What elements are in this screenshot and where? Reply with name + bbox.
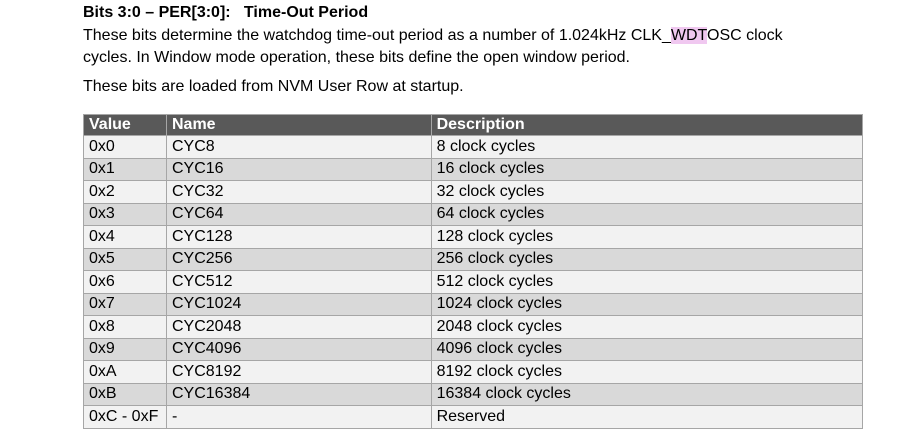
table-cell: Reserved: [430, 405, 864, 429]
table-row: 0x0 CYC8 8 clock cycles: [83, 135, 864, 159]
table-row: 0xA CYC8192 8192 clock cycles: [83, 360, 864, 384]
table-row: 0x7 CYC1024 1024 clock cycles: [83, 292, 864, 316]
table-cell: CYC16384: [165, 382, 432, 406]
table-cell: 0xC - 0xF: [83, 405, 167, 429]
table-cell: 64 clock cycles: [430, 202, 864, 226]
table-row: 0xC - 0xF - Reserved: [83, 405, 864, 429]
table-row: 0x8 CYC2048 2048 clock cycles: [83, 315, 864, 339]
text: OSC clock cycles. In Window mode operati…: [83, 27, 783, 66]
highlighted-text: WDT: [670, 27, 708, 44]
table-cell: 0x2: [83, 180, 167, 204]
table-cell: CYC128: [165, 225, 432, 249]
section-heading: Bits 3:0 – PER[3:0]: Time-Out Period: [83, 4, 369, 21]
header-cell: Value: [83, 114, 167, 136]
table-cell: 0x7: [83, 292, 167, 316]
table-row: 0x9 CYC4096 4096 clock cycles: [83, 337, 864, 361]
table-cell: 512 clock cycles: [430, 270, 864, 294]
table-cell: CYC512: [165, 270, 432, 294]
table-cell: 0x9: [83, 337, 167, 361]
table-cell: 128 clock cycles: [430, 225, 864, 249]
table-cell: 0x1: [83, 157, 167, 181]
table-cell: -: [165, 405, 432, 429]
table-cell: 2048 clock cycles: [430, 315, 864, 339]
table-cell: 1024 clock cycles: [430, 292, 864, 316]
table-cell: CYC4096: [165, 337, 432, 361]
table-cell: CYC64: [165, 202, 432, 226]
header-cell: Name: [165, 114, 432, 136]
table-cell: 0x0: [83, 135, 167, 159]
table-cell: CYC1024: [165, 292, 432, 316]
value-table: Value Name Description 0x0 CYC8 8 clock cycl…: [83, 114, 864, 429]
table-row: 0x2 CYC32 32 clock cycles: [83, 180, 864, 204]
table-row: 0xB CYC16384 16384 clock cycles: [83, 382, 864, 406]
table-cell: 0x5: [83, 247, 167, 271]
table-cell: CYC8: [165, 135, 432, 159]
table-cell: 256 clock cycles: [430, 247, 864, 271]
table-row: 0x1 CYC16 16 clock cycles: [83, 157, 864, 181]
table-row: 0x5 CYC256 256 clock cycles: [83, 247, 864, 271]
table-body: 0x0 CYC8 8 clock cycles 0x1 CYC16 16 clock cy…: [83, 135, 864, 429]
table-cell: 16 clock cycles: [430, 157, 864, 181]
table-cell: 16384 clock cycles: [430, 382, 864, 406]
table-cell: 0x4: [83, 225, 167, 249]
note-paragraph: These bits are loaded from NVM User Row …: [83, 78, 464, 95]
table-cell: 8 clock cycles: [430, 135, 864, 159]
table-cell: 4096 clock cycles: [430, 337, 864, 361]
table-cell: CYC16: [165, 157, 432, 181]
table-cell: 8192 clock cycles: [430, 360, 864, 384]
table-cell: CYC32: [165, 180, 432, 204]
table-cell: 0xA: [83, 360, 167, 384]
table-cell: 0xB: [83, 382, 167, 406]
table-row: 0x3 CYC64 64 clock cycles: [83, 202, 864, 226]
header-row: Value Name Description: [83, 114, 864, 136]
header-cell: Description: [430, 114, 864, 136]
table-cell: CYC256: [165, 247, 432, 271]
table-row: 0x4 CYC128 128 clock cycles: [83, 225, 864, 249]
description-paragraph: These bits determine the watchdog time-o…: [83, 25, 823, 68]
table-cell: 0x3: [83, 202, 167, 226]
table-cell: CYC8192: [165, 360, 432, 384]
table-cell: 32 clock cycles: [430, 180, 864, 204]
table-cell: 0x8: [83, 315, 167, 339]
text: These bits determine the watchdog time-o…: [83, 27, 671, 44]
table-cell: 0x6: [83, 270, 167, 294]
table-cell: CYC2048: [165, 315, 432, 339]
table-row: 0x6 CYC512 512 clock cycles: [83, 270, 864, 294]
